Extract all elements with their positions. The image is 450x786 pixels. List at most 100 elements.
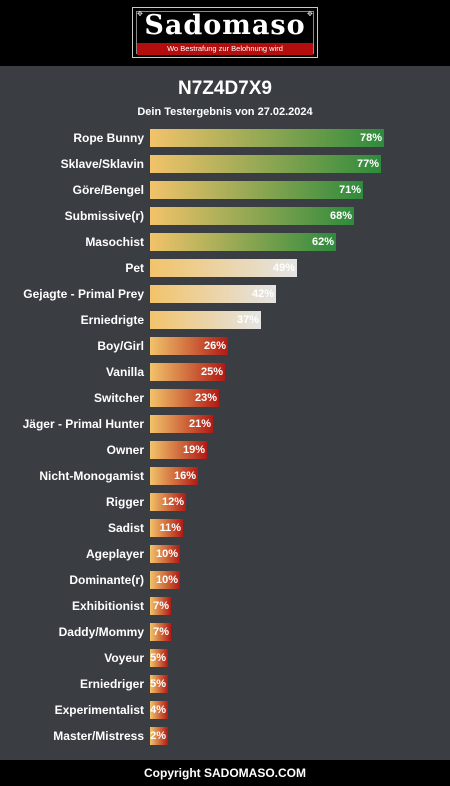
value-label: 71% (338, 184, 361, 196)
chart-row: Ageplayer 10% (0, 545, 450, 563)
value-label: 78% (359, 132, 382, 144)
bar: 7% (150, 597, 171, 615)
category-label: Rope Bunny (73, 131, 144, 145)
category-label: Exhibitionist (72, 599, 144, 613)
value-label: 62% (311, 236, 334, 248)
chart-row: Dominante(r) 10% (0, 571, 450, 589)
logo-tagline: Wo Bestrafung zur Belohnung wird (137, 43, 313, 55)
chart-row: Master/Mistress 2% (0, 727, 450, 745)
bar: 23% (150, 389, 219, 407)
category-label: Dominante(r) (69, 573, 144, 587)
category-label: Ageplayer (85, 547, 144, 561)
chart-row: Boy/Girl 26% (0, 337, 450, 355)
value-label: 49% (272, 262, 295, 274)
category-label: Gejagte - Primal Prey (23, 287, 144, 301)
result-title: N7Z4D7X9 (178, 78, 272, 99)
category-label: Switcher (93, 391, 144, 405)
category-label: Master/Mistress (53, 729, 144, 743)
logo-corner-ornament-icon: ✥ (307, 11, 313, 18)
value-label: 25% (200, 366, 223, 378)
bar: 4% (150, 701, 168, 719)
value-label: 2% (150, 730, 166, 742)
bar: 71% (150, 181, 363, 199)
chart-row: Voyeur 5% (0, 649, 450, 667)
chart-row: Masochist 62% (0, 233, 450, 251)
bar: 7% (150, 623, 171, 641)
logo-corner-ornament-icon: ✥ (137, 11, 143, 18)
chart-row: Vanilla 25% (0, 363, 450, 381)
category-label: Rigger (105, 495, 144, 509)
chart-row: Nicht-Monogamist 16% (0, 467, 450, 485)
category-label: Owner (106, 443, 144, 457)
bar: 21% (150, 415, 213, 433)
chart-row: Göre/Bengel 71% (0, 181, 450, 199)
chart-row: Erniedrigte 37% (0, 311, 450, 329)
value-label: 5% (150, 652, 166, 664)
value-label: 10% (155, 574, 178, 586)
chart-row: Erniedriger 5% (0, 675, 450, 693)
site-header: ✥ ✥ Sadomaso Wo Bestrafung zur Belohnung… (0, 0, 450, 66)
chart-row: Gejagte - Primal Prey 42% (0, 285, 450, 303)
category-label: Voyeur (104, 651, 144, 665)
value-label: 11% (159, 522, 181, 534)
bar: 16% (150, 467, 198, 485)
value-label: 5% (150, 678, 166, 690)
category-label: Sadist (107, 521, 144, 535)
value-label: 68% (329, 210, 352, 222)
value-label: 37% (236, 314, 259, 326)
category-label: Göre/Bengel (72, 183, 144, 197)
category-label: Boy/Girl (97, 339, 144, 353)
value-label: 42% (251, 288, 274, 300)
value-label: 7% (153, 600, 169, 612)
value-label: 26% (203, 340, 226, 352)
chart-row: Exhibitionist 7% (0, 597, 450, 615)
chart-row: Submissive(r) 68% (0, 207, 450, 225)
chart-row: Sadist 11% (0, 519, 450, 537)
value-label: 12% (161, 496, 184, 508)
chart-row: Jäger - Primal Hunter 21% (0, 415, 450, 433)
value-label: 23% (194, 392, 217, 404)
value-label: 19% (182, 444, 205, 456)
chart-row: Pet 49% (0, 259, 450, 277)
bar: 77% (150, 155, 381, 173)
chart-row: Daddy/Mommy 7% (0, 623, 450, 641)
bar: 10% (150, 571, 180, 589)
value-label: 7% (153, 626, 169, 638)
bar: 11% (150, 519, 183, 537)
bar: 10% (150, 545, 180, 563)
bar: 42% (150, 285, 276, 303)
bar: 37% (150, 311, 261, 329)
bar: 26% (150, 337, 228, 355)
chart-row: Sklave/Sklavin 77% (0, 155, 450, 173)
chart-row: Experimentalist 4% (0, 701, 450, 719)
chart-row: Switcher 23% (0, 389, 450, 407)
bar: 2% (150, 727, 168, 745)
bar: 62% (150, 233, 336, 251)
bar: 25% (150, 363, 225, 381)
bar: 5% (150, 649, 168, 667)
logo-text: Sadomaso (144, 10, 306, 41)
bar: 5% (150, 675, 168, 693)
value-label: 21% (188, 418, 211, 430)
value-label: 77% (356, 158, 379, 170)
category-label: Erniedriger (79, 677, 144, 691)
category-label: Erniedrigte (80, 313, 144, 327)
category-label: Masochist (85, 235, 144, 249)
value-label: 16% (173, 470, 196, 482)
bar: 68% (150, 207, 354, 225)
category-label: Sklave/Sklavin (60, 157, 144, 171)
category-label: Vanilla (105, 365, 144, 379)
site-logo[interactable]: ✥ ✥ Sadomaso Wo Bestrafung zur Belohnung… (132, 7, 318, 58)
category-label: Daddy/Mommy (58, 625, 144, 639)
category-label: Jäger - Primal Hunter (22, 417, 144, 431)
result-subtitle: Dein Testergebnis von 27.02.2024 (137, 106, 313, 118)
chart-row: Rigger 12% (0, 493, 450, 511)
bar: 49% (150, 259, 297, 277)
chart-row: Rope Bunny 78% (0, 129, 450, 147)
bar: 78% (150, 129, 384, 147)
bar: 19% (150, 441, 207, 459)
value-label: 4% (150, 704, 166, 716)
category-label: Experimentalist (54, 703, 144, 717)
category-label: Submissive(r) (64, 209, 144, 223)
copyright-footer: Copyright SADOMASO.COM (0, 760, 450, 786)
